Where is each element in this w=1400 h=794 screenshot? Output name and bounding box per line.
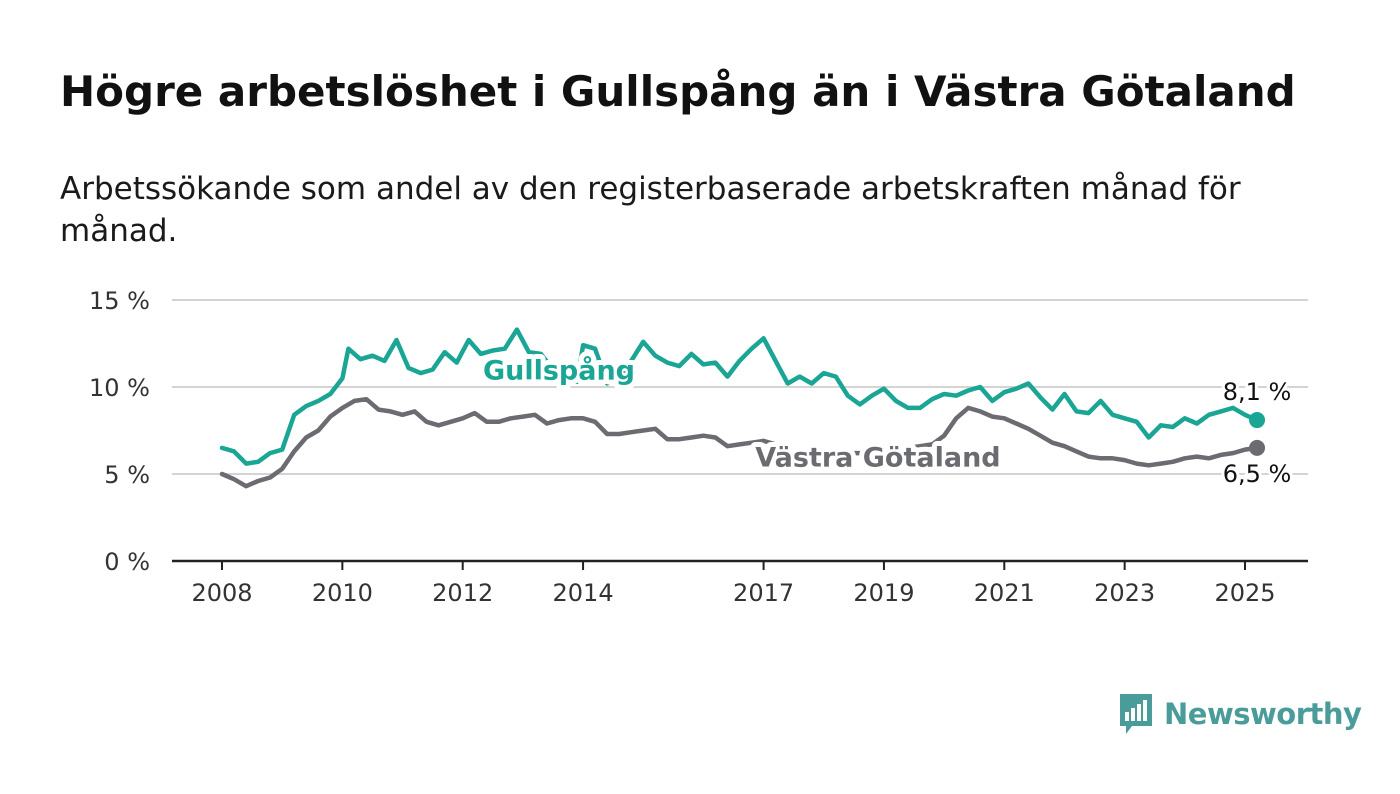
- y-tick-label: 15 %: [89, 287, 150, 315]
- end-value-label: 8,1 %: [1223, 378, 1292, 406]
- x-tick-label: 2021: [974, 579, 1035, 607]
- bar-chart-speech-bubble-icon: [1120, 694, 1152, 734]
- x-tick-label: 2014: [553, 579, 614, 607]
- chart-title: Högre arbetslöshet i Gullspång än i Väst…: [60, 67, 1296, 116]
- series-line-gullsp-ng: [219, 327, 1260, 466]
- series-line-v-stra-g-taland: [219, 396, 1260, 489]
- x-tick-label: 2019: [853, 579, 914, 607]
- line-chart: 0 % 5 % 10 % 15 % 2008 2010 2012 2014 2017 2019 20…: [89, 287, 1308, 607]
- logo-text: Newsworthy: [1164, 697, 1362, 731]
- end-value-label: 6,5 %: [1223, 460, 1292, 488]
- newsworthy-logo: Newsworthy: [1118, 690, 1362, 738]
- series-label: Västra Götaland: [755, 443, 1000, 474]
- chart-subtitle: Arbetssökande som andel av den registerb…: [60, 171, 1241, 249]
- axes: 0 % 5 % 10 % 15 % 2008 2010 2012 2014 2017 2019 20…: [89, 287, 1308, 607]
- x-tick-label: 2008: [191, 579, 252, 607]
- chart-labels: Gullspång Västra Götaland 8,1 % 6,5 %: [478, 350, 1294, 491]
- x-tick-label: 2010: [312, 579, 373, 607]
- series-endpoint-gullsp-ng: [1249, 412, 1266, 429]
- x-tick-label: 2017: [733, 579, 794, 607]
- y-tick-label: 5 %: [104, 461, 150, 489]
- y-tick-label: 10 %: [89, 374, 150, 402]
- series-label: Gullspång: [483, 355, 635, 387]
- x-tick-label: 2012: [432, 579, 493, 607]
- gridlines: [172, 299, 1308, 475]
- x-tick-label: 2023: [1094, 579, 1155, 607]
- series-endpoint-v-stra-g-taland: [1249, 439, 1266, 456]
- x-tick-label: 2025: [1214, 579, 1275, 607]
- y-tick-label: 0 %: [104, 548, 150, 576]
- series-lines: [219, 327, 1266, 489]
